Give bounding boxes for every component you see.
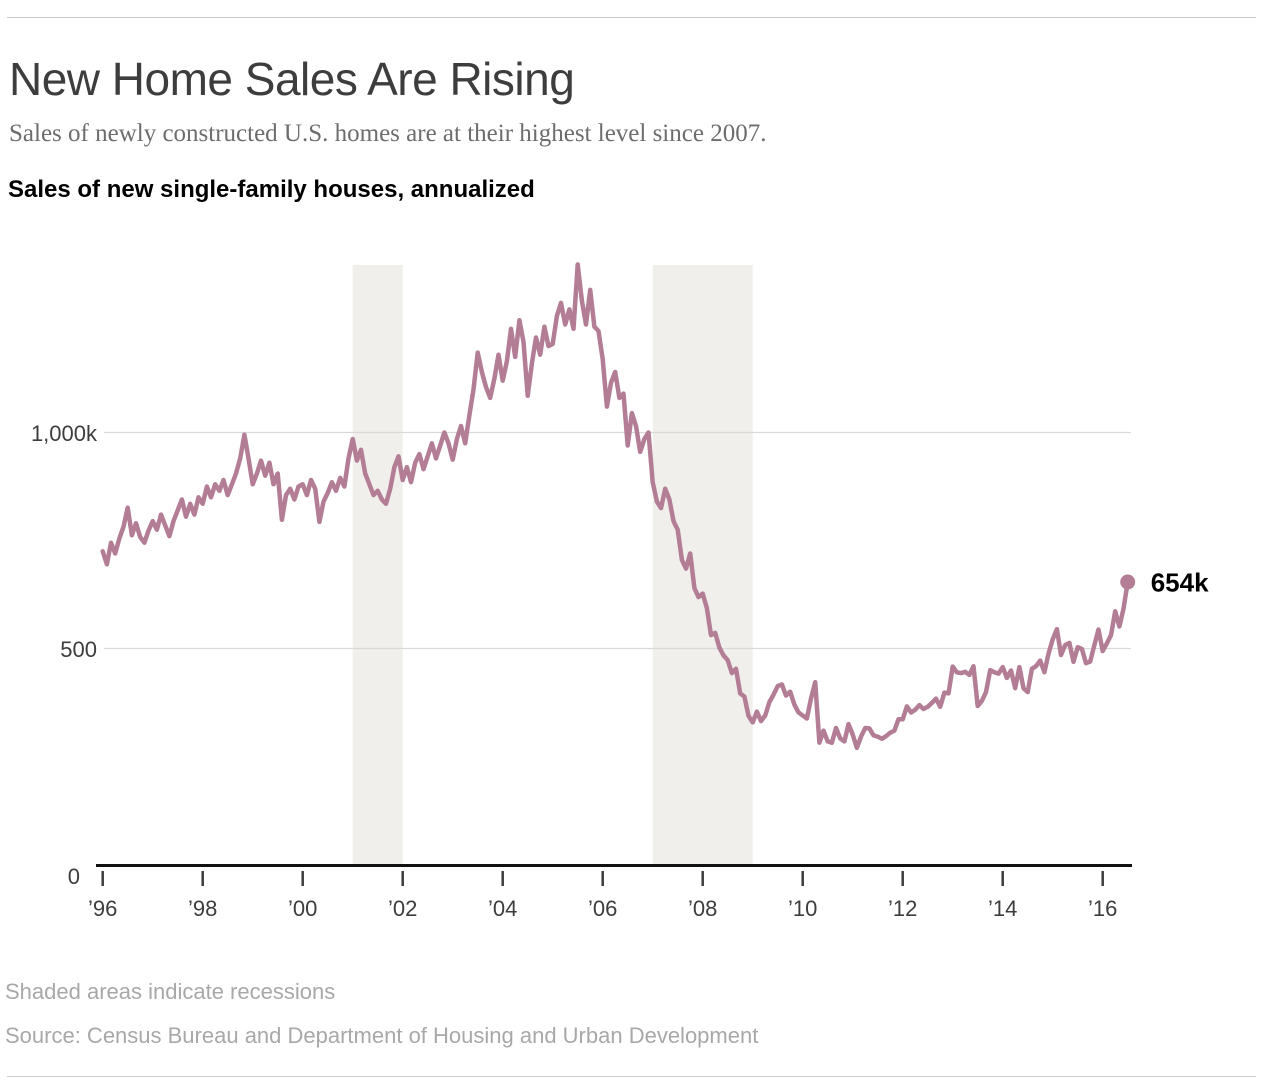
bottom-rule: [7, 1076, 1256, 1077]
x-axis-tick-label: ’06: [588, 896, 617, 921]
sales-line: [100, 262, 1130, 751]
x-axis-tick-label: ’04: [488, 896, 517, 921]
recession-note: Shaded areas indicate recessions: [5, 979, 336, 1004]
y-axis-label: 1,000k: [31, 421, 98, 446]
x-axis-tick-label: ’08: [688, 896, 717, 921]
x-axis-tick-label: ’02: [388, 896, 417, 921]
x-axis-tick-label: ’96: [88, 896, 117, 921]
page-subtitle: Sales of newly constructed U.S. homes ar…: [9, 120, 767, 147]
series-label: Sales of new single-family houses, annua…: [8, 176, 535, 203]
recession-band: [352, 265, 403, 864]
x-axis-tick-label: ’16: [1088, 896, 1117, 921]
y-axis-label: 0: [68, 864, 80, 889]
x-axis-tick-label: ’00: [288, 896, 317, 921]
x-axis-tick-label: ’98: [188, 896, 217, 921]
recession-band: [652, 265, 753, 864]
y-axis-label: 500: [60, 637, 97, 662]
page-title: New Home Sales Are Rising: [9, 53, 575, 105]
x-axis-tick-label: ’12: [888, 896, 917, 921]
end-value-label: 654k: [1151, 568, 1209, 598]
top-rule: [7, 17, 1256, 18]
end-point-marker: [1120, 574, 1136, 590]
x-axis-tick-label: ’10: [788, 896, 817, 921]
x-axis-tick-label: ’14: [988, 896, 1017, 921]
source-note: Source: Census Bureau and Department of …: [5, 1023, 759, 1048]
